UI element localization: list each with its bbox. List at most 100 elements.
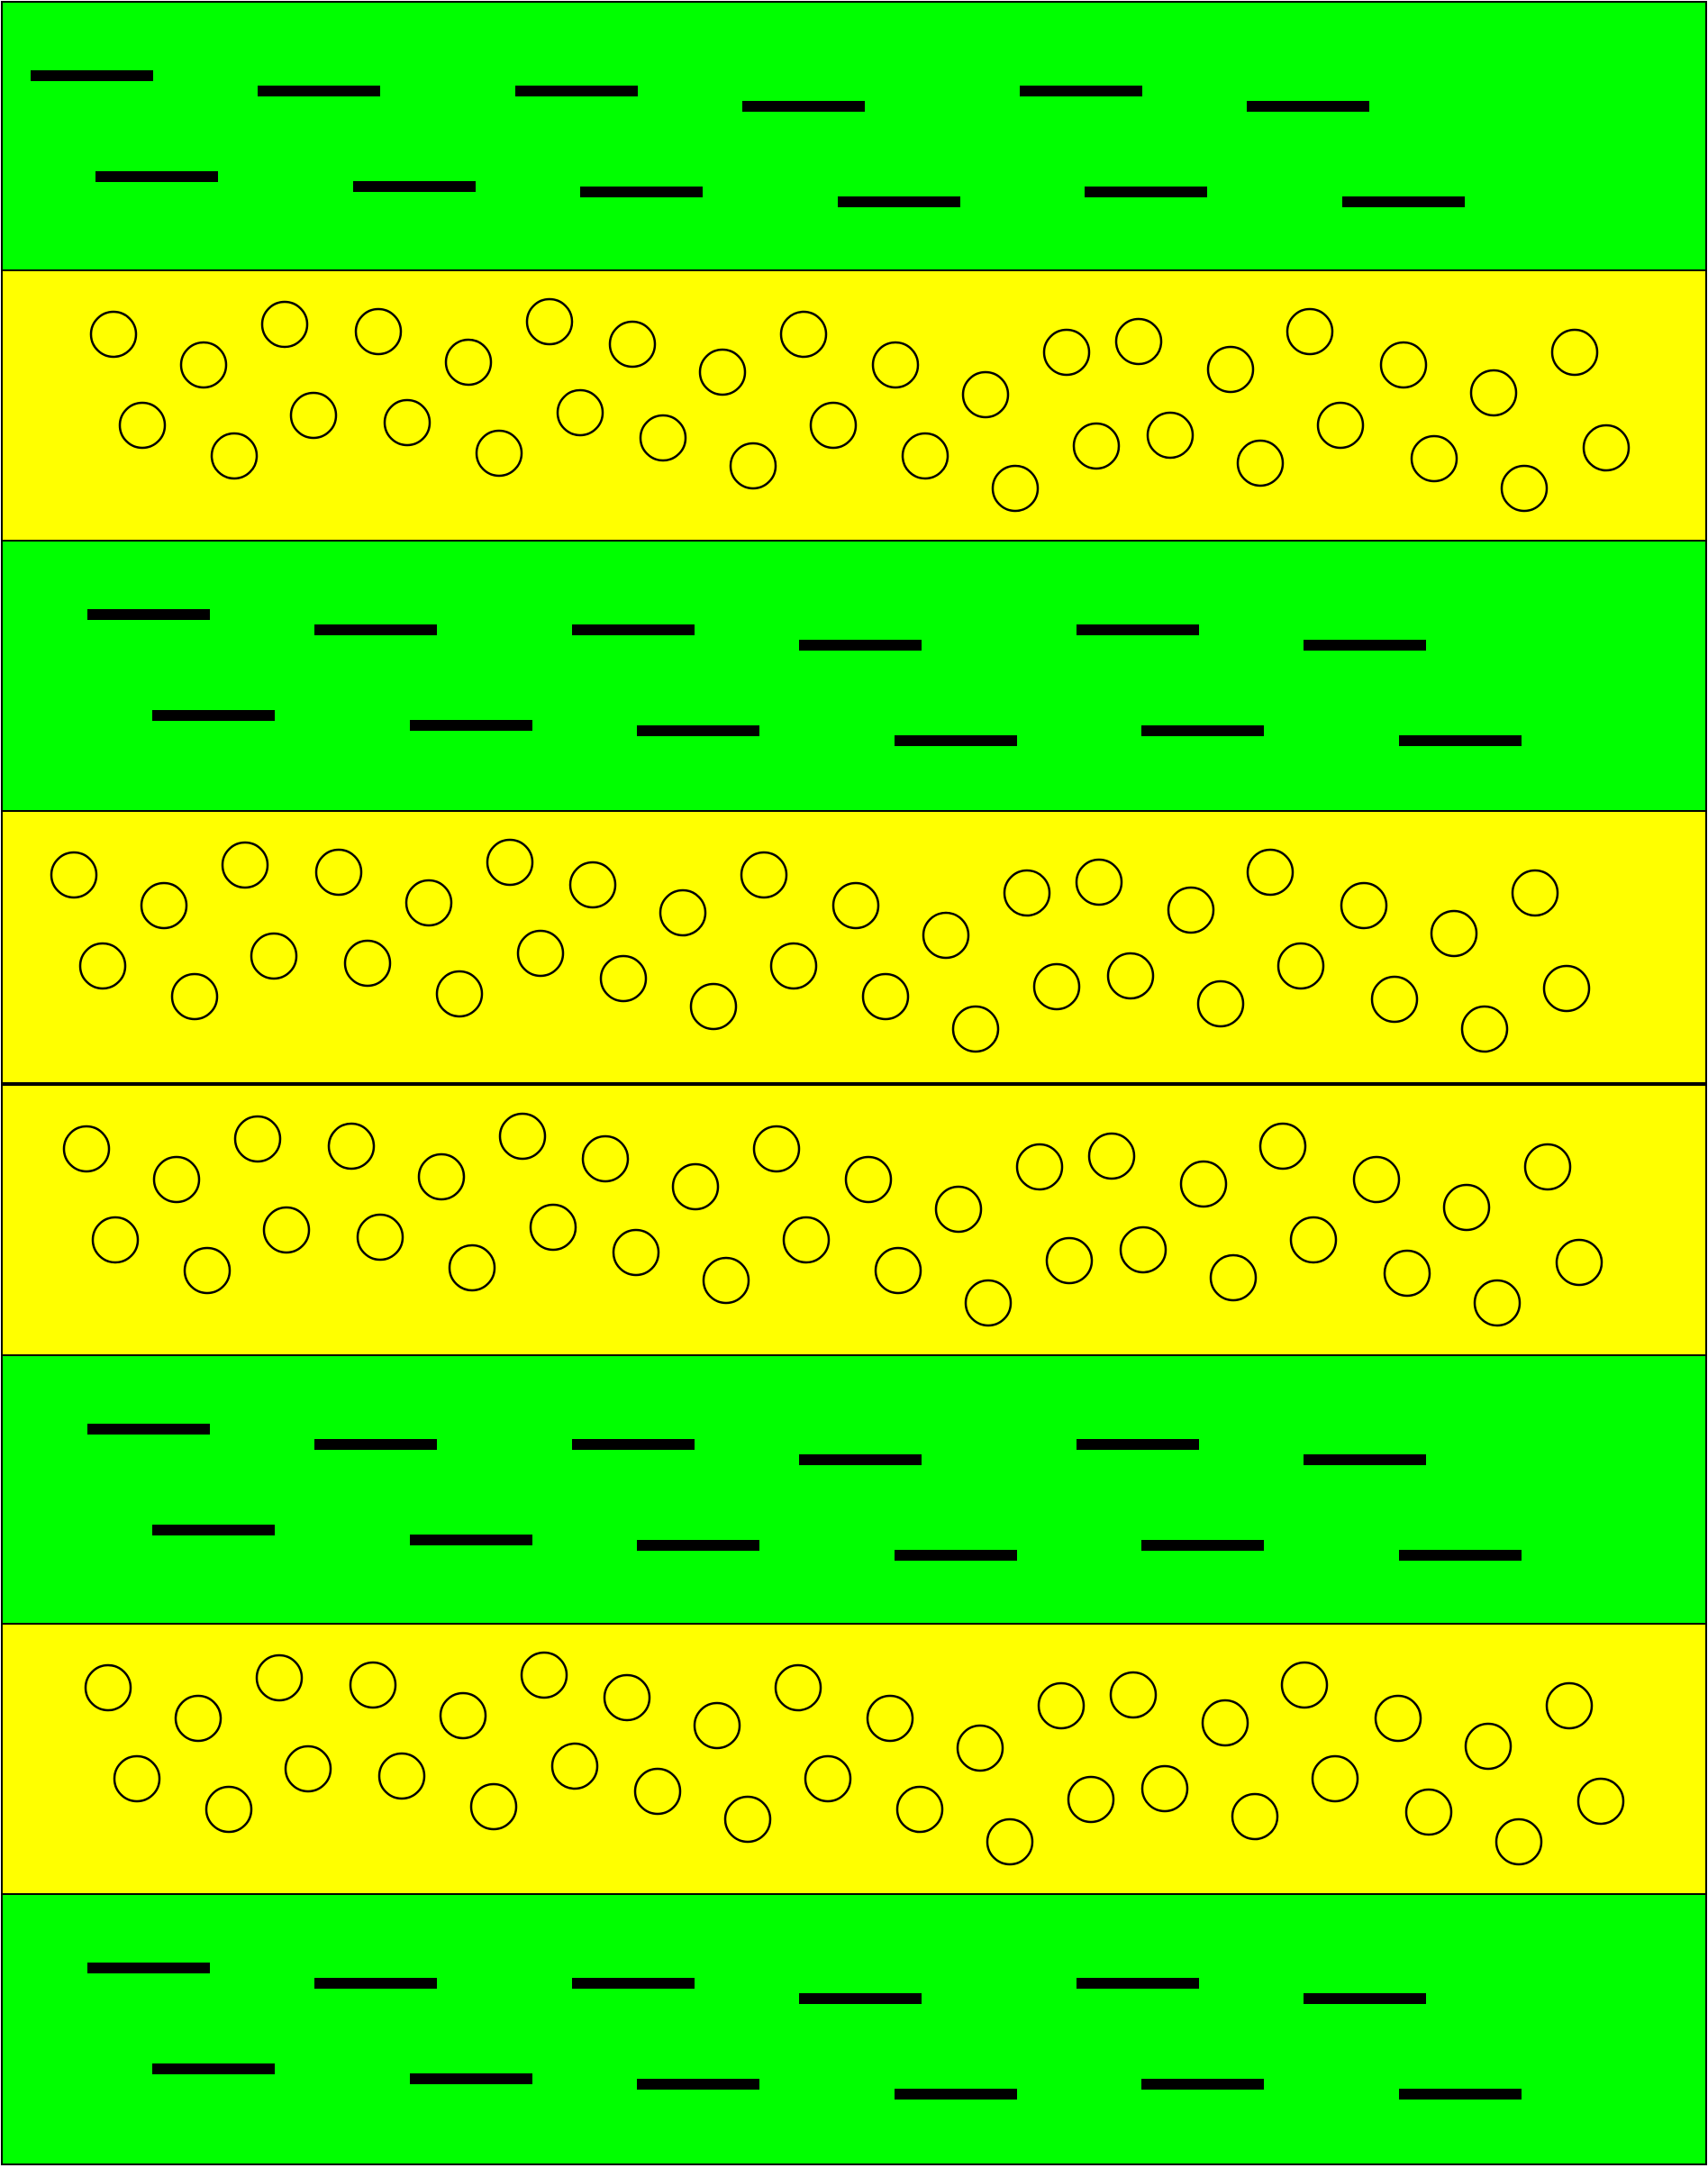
circle-particle xyxy=(1231,1792,1279,1841)
circle-particle xyxy=(1340,881,1388,930)
band-1 xyxy=(1,1,1707,271)
circle-particle xyxy=(1246,848,1295,897)
circle-particle xyxy=(1067,1775,1115,1824)
circle-particle xyxy=(84,1663,132,1712)
band-5 xyxy=(1,1084,1707,1356)
circle-particle xyxy=(475,429,523,478)
circle-particle xyxy=(1582,424,1631,472)
circle-particle xyxy=(349,1661,397,1709)
circle-particle xyxy=(934,1185,983,1234)
band-6 xyxy=(1,1354,1707,1625)
circle-particle xyxy=(118,401,167,450)
circle-particle xyxy=(140,881,188,930)
circle-particle xyxy=(1042,328,1091,377)
circle-particle xyxy=(603,1673,651,1722)
circle-particle xyxy=(179,341,228,389)
circle-particle xyxy=(1075,858,1123,906)
circle-particle xyxy=(804,1754,852,1803)
circle-particle xyxy=(289,391,338,440)
circle-particle xyxy=(1209,1253,1258,1302)
circle-particle xyxy=(1545,1681,1594,1730)
circle-particle xyxy=(1106,952,1155,1000)
circle-particle xyxy=(951,1005,1000,1053)
circle-particle xyxy=(1015,1143,1064,1191)
circle-particle xyxy=(1109,1671,1158,1719)
band-3 xyxy=(1,540,1707,812)
circle-particle xyxy=(62,1125,111,1173)
band-7 xyxy=(1,1623,1707,1895)
circle-particle xyxy=(752,1125,801,1173)
circle-particle xyxy=(1379,341,1428,389)
yellow-band xyxy=(1,269,1707,542)
circle-particle xyxy=(1258,1122,1307,1171)
circle-particle xyxy=(1276,942,1325,990)
circle-particle xyxy=(233,1115,282,1163)
circle-particle xyxy=(1555,1238,1604,1287)
circle-particle xyxy=(874,1246,922,1295)
circle-particle xyxy=(769,942,818,990)
circle-particle xyxy=(1370,975,1419,1024)
circle-particle xyxy=(1352,1155,1401,1204)
circle-particle xyxy=(698,348,747,396)
circle-particle xyxy=(1167,886,1215,934)
circle-particle xyxy=(1542,964,1591,1013)
circle-particle xyxy=(221,841,269,889)
circle-particle xyxy=(1286,307,1334,356)
circle-particle xyxy=(250,932,298,980)
band-4 xyxy=(1,810,1707,1084)
circle-particle xyxy=(639,414,687,462)
circle-particle xyxy=(377,1752,426,1800)
circle-particle xyxy=(1442,1183,1491,1232)
circle-particle xyxy=(210,432,259,480)
circle-particle xyxy=(1072,422,1121,470)
circle-particle xyxy=(740,851,788,899)
circle-particle xyxy=(444,338,493,387)
yellow-band xyxy=(1,1623,1707,1895)
circle-particle xyxy=(1311,1754,1359,1803)
circle-particle xyxy=(435,970,484,1018)
circle-particle xyxy=(1206,345,1255,394)
circle-particle xyxy=(612,1228,660,1277)
circle-particle xyxy=(1316,401,1365,450)
circle-particle xyxy=(568,861,617,909)
circle-particle xyxy=(831,881,880,930)
circle-particle xyxy=(439,1691,487,1740)
circle-particle xyxy=(671,1162,720,1211)
circle-particle xyxy=(1236,439,1285,487)
circle-particle xyxy=(729,442,777,490)
circle-particle xyxy=(354,307,403,356)
circle-particle xyxy=(113,1754,161,1803)
circle-particle xyxy=(689,982,738,1031)
circle-particle xyxy=(633,1767,682,1816)
circle-particle xyxy=(1473,1279,1522,1327)
circle-particle xyxy=(525,297,574,346)
circle-particle xyxy=(659,888,707,937)
circle-particle xyxy=(964,1279,1013,1327)
circle-particle xyxy=(693,1701,741,1750)
circle-particle xyxy=(1289,1216,1338,1264)
circle-particle xyxy=(383,398,432,447)
circle-particle xyxy=(1374,1694,1422,1743)
circle-particle xyxy=(498,1112,547,1161)
circle-particle xyxy=(901,432,949,480)
circle-particle xyxy=(343,939,392,988)
circle-particle xyxy=(1523,1143,1572,1191)
circle-particle xyxy=(861,972,910,1021)
circle-particle xyxy=(866,1694,914,1743)
circle-particle xyxy=(174,1694,223,1743)
circle-particle xyxy=(448,1243,496,1292)
circle-particle xyxy=(1114,317,1163,366)
circle-particle xyxy=(723,1795,772,1844)
circle-particle xyxy=(516,929,565,978)
band-8 xyxy=(1,1893,1707,2165)
circle-particle xyxy=(1464,1722,1513,1771)
circle-particle xyxy=(1550,328,1599,377)
circle-particle xyxy=(1511,869,1559,917)
circle-particle xyxy=(255,1653,304,1702)
circle-particle xyxy=(89,310,138,359)
circle-particle xyxy=(550,1742,599,1790)
circle-particle xyxy=(599,954,648,1003)
green-band xyxy=(1,1893,1707,2165)
circle-particle xyxy=(50,851,98,899)
circle-particle xyxy=(1003,869,1051,917)
